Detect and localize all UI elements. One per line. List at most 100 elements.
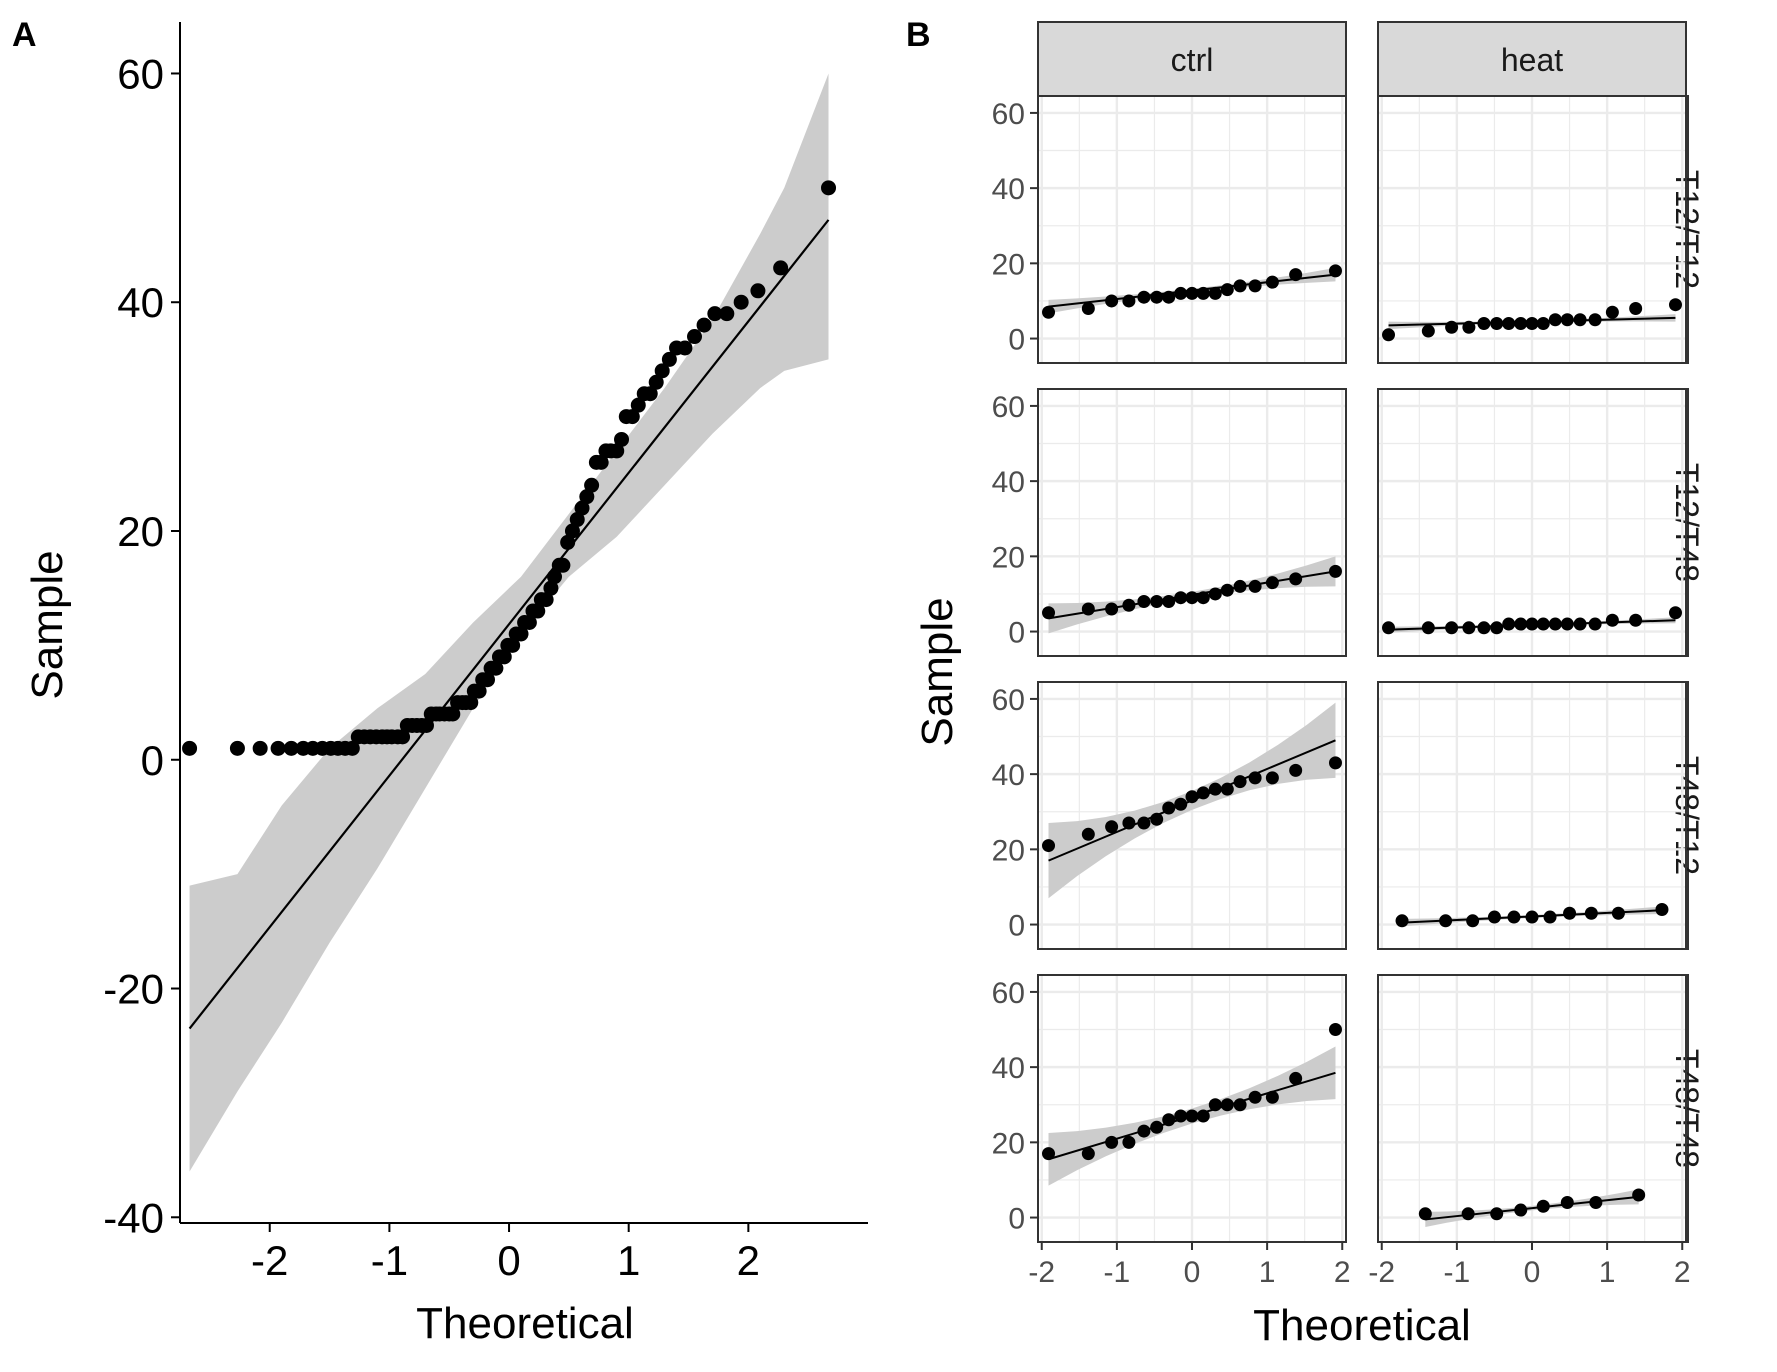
panel-a-point [418, 717, 434, 733]
facet-point [1150, 812, 1164, 826]
facet-point [1122, 294, 1136, 308]
panel-a-point [283, 740, 299, 756]
facet-point [1122, 816, 1136, 830]
panel-a-point [593, 454, 609, 470]
panel-a-point [182, 740, 198, 756]
facet-point [1185, 286, 1199, 300]
facet-point [1589, 1196, 1603, 1210]
panel-a-point [496, 649, 512, 665]
panel-a-point [773, 260, 789, 276]
panel-a-x-tick-label: 2 [737, 1237, 760, 1284]
facet-point [1560, 313, 1574, 327]
facet-point [1487, 910, 1501, 924]
panel-a-y-tick-label: 0 [141, 737, 164, 784]
facet-point [1382, 621, 1396, 635]
facet-point [1560, 617, 1574, 631]
facet-point [1220, 782, 1234, 796]
facet-y-tick-label: 60 [992, 977, 1025, 1010]
panel-a-point [252, 740, 268, 756]
panel-a-point [614, 431, 630, 447]
facet-point [1629, 301, 1643, 315]
facet-point [1514, 317, 1528, 331]
panel-b-faceted-qq-plots: ctrl heatT12/T12T12/T48T48/T12T48/T480204… [992, 21, 1705, 1289]
facet-panel-border [1377, 95, 1687, 364]
facet-point [1289, 572, 1303, 586]
facet-x-tick-label: 0 [1184, 1256, 1201, 1289]
panel-a-point [733, 294, 749, 310]
facet-point [1233, 279, 1247, 293]
facet-point [1042, 1147, 1056, 1161]
facet-panel-border [1037, 388, 1347, 657]
facet-point [1233, 579, 1247, 593]
facet-x-tick-label: 2 [1674, 1256, 1691, 1289]
facet-point [1196, 591, 1210, 605]
facet-point [1421, 324, 1435, 338]
facet-x-tick-label: -2 [1028, 1256, 1055, 1289]
panel-a-point [719, 306, 735, 322]
panel-a-point [560, 534, 576, 550]
facet-point [1162, 290, 1176, 304]
facet-point [1328, 564, 1342, 578]
panel-a-point [654, 363, 670, 379]
facet-panel: 0 20 40 60 [992, 95, 1347, 364]
facet-panel-border [1377, 388, 1687, 657]
panel-a-x-tick-label: -2 [251, 1237, 288, 1284]
facet-point [1265, 275, 1279, 289]
facet-point [1490, 621, 1504, 635]
facet-point [1584, 906, 1598, 920]
facet-point [1421, 621, 1435, 635]
facet-x-tick-label: -1 [1444, 1256, 1471, 1289]
panel-a-point [488, 660, 504, 676]
panel-a-point [344, 740, 360, 756]
facet-point [1462, 621, 1476, 635]
facet-point [1265, 576, 1279, 590]
facet-point [1081, 827, 1095, 841]
panel-a-point [395, 729, 411, 745]
panel-a-point [513, 626, 529, 642]
facet-point [1233, 1098, 1247, 1112]
panel-a-point [569, 512, 585, 528]
facet-point [1605, 613, 1619, 627]
facet-point [1560, 1196, 1574, 1210]
facet-strip-label: heat [1501, 42, 1563, 78]
facet-point [1208, 1098, 1222, 1112]
facet-point [1162, 594, 1176, 608]
facet-point [1248, 279, 1262, 293]
facet-point [1081, 602, 1095, 616]
facet-point [1289, 763, 1303, 777]
facet-point [1490, 317, 1504, 331]
panel-a-reference-line [188, 219, 830, 1030]
panel-a-point [530, 603, 546, 619]
facet-point [1445, 621, 1459, 635]
facet-point [1668, 606, 1682, 620]
facet-point [1185, 591, 1199, 605]
facet-point [1185, 790, 1199, 804]
facet-y-tick-label: 40 [992, 1052, 1025, 1085]
facet-x-tick-label: 1 [1599, 1256, 1616, 1289]
panel-a-point [445, 706, 461, 722]
facet-panel-border [1037, 681, 1347, 950]
facet-point [1536, 617, 1550, 631]
facet-panel: -2 -1 0 1 2 [1368, 974, 1691, 1289]
facet-point [1525, 910, 1539, 924]
facet-point [1162, 1113, 1176, 1127]
facet-point [1605, 305, 1619, 319]
facet-y-tick-label: 20 [992, 834, 1025, 867]
panel-a-x-tick-label: 0 [497, 1237, 520, 1284]
panel-a-point [505, 637, 521, 653]
facet-point [1220, 583, 1234, 597]
facet-panel: 0 20 40 60 [992, 388, 1347, 657]
facet-point [1248, 771, 1262, 785]
facet-panel [1377, 388, 1687, 657]
facet-point [1220, 283, 1234, 297]
facet-point [1042, 305, 1056, 319]
facet-point [1328, 264, 1342, 278]
facet-point [1185, 1109, 1199, 1123]
facet-point [1328, 756, 1342, 770]
panel-a-y-axis-title: Sample [23, 550, 72, 699]
facet-point [1536, 1199, 1550, 1213]
facet-y-tick-label: 0 [1008, 617, 1025, 650]
facet-point [1563, 906, 1577, 920]
panel-b-y-axis-title: Sample [913, 597, 962, 746]
facet-x-tick-label: -2 [1368, 1256, 1395, 1289]
